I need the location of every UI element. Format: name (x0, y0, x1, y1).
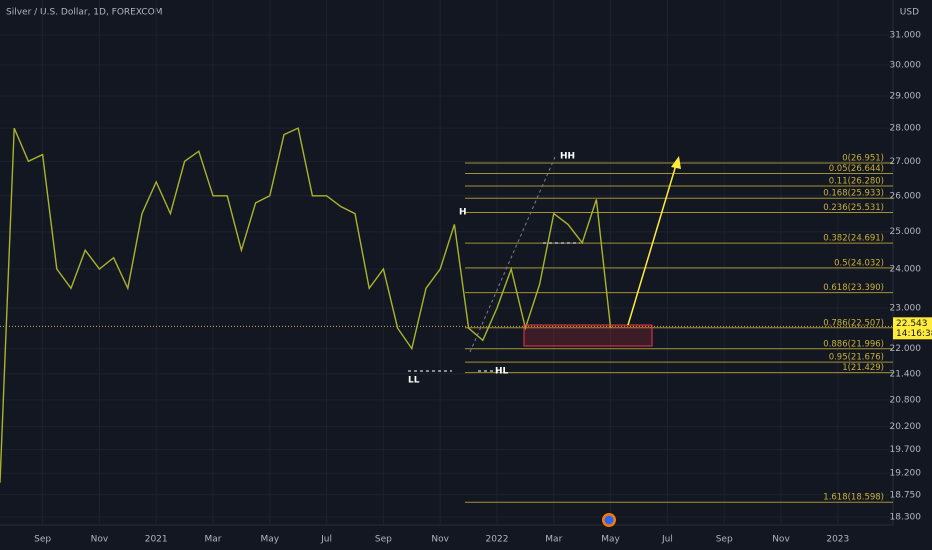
y-tick-label: 23.000 (890, 303, 922, 313)
x-tick-label: Nov (431, 535, 449, 545)
x-tick-label: Nov (772, 535, 790, 545)
fib-label: 0.95(21.676) (829, 353, 884, 363)
y-unit: USD (900, 8, 919, 18)
x-tick-label: Mar (545, 535, 562, 545)
chart-title: Silver / U.S. Dollar, 1D, FOREXCOM (6, 8, 163, 18)
y-tick-label: 31.000 (890, 31, 922, 41)
fib-label: 0.886(21.996) (823, 339, 884, 349)
annotation: HL (495, 367, 509, 377)
x-tick-label: May (601, 535, 620, 545)
last-price-label: 22.543 (896, 319, 928, 329)
annotation: LL (408, 376, 420, 386)
y-tick-label: 27.000 (890, 157, 922, 167)
event-icon-inner (604, 515, 614, 525)
fib-label: 1.618(18.598) (823, 493, 884, 503)
y-tick-label: 29.000 (890, 91, 922, 101)
y-tick-label: 20.200 (890, 422, 922, 432)
last-price-badge (893, 317, 932, 340)
y-tick-label: 25.000 (890, 227, 922, 237)
fib-label: 0.618(23.390) (823, 283, 884, 293)
x-tick-label: Mar (205, 535, 222, 545)
x-tick-label: 2023 (826, 535, 849, 545)
y-tick-label: 24.000 (890, 265, 922, 275)
fib-label: 0.786(22.507) (823, 318, 884, 328)
y-tick-label: 28.000 (890, 124, 922, 134)
fib-label: 0.236(25.531) (823, 203, 884, 213)
x-tick-label: Jul (320, 535, 332, 545)
y-tick-label: 18.300 (890, 513, 922, 523)
y-tick-label: 21.400 (890, 369, 922, 379)
countdown-label: 14:16:38 (896, 329, 932, 339)
demand-zone (523, 324, 653, 347)
x-tick-label: May (260, 535, 279, 545)
y-tick-label: 19.700 (890, 445, 922, 455)
annotation: H (459, 208, 467, 218)
fib-label: 0.05(26.644) (829, 164, 884, 174)
x-tick-label: 2022 (486, 535, 509, 545)
x-tick-label: Sep (375, 535, 392, 545)
x-tick-label: 2021 (145, 535, 168, 545)
fib-label: 0.5(24.032) (834, 258, 884, 268)
x-tick-label: Sep (34, 535, 51, 545)
fib-label: 0.382(24.691) (823, 234, 884, 244)
x-tick-label: Sep (716, 535, 733, 545)
fib-label: 0.168(25.933) (823, 189, 884, 199)
arrow-head (671, 156, 681, 169)
fib-label: 0(26.951) (842, 153, 884, 163)
y-tick-label: 18.750 (890, 490, 922, 500)
y-tick-label: 30.000 (890, 60, 922, 70)
y-tick-label: 26.000 (890, 191, 922, 201)
y-tick-label: 20.800 (890, 395, 922, 405)
x-tick-label: Jul (661, 535, 673, 545)
y-tick-label: 22.000 (890, 344, 922, 354)
annotation: HH (560, 152, 575, 162)
y-tick-label: 19.200 (890, 469, 922, 479)
projection-arrow (627, 164, 677, 326)
x-tick-label: Nov (91, 535, 109, 545)
price-line (0, 127, 612, 483)
fib-label: 1(21.429) (842, 363, 884, 373)
fib-label: 0.11(26.280) (829, 177, 884, 187)
